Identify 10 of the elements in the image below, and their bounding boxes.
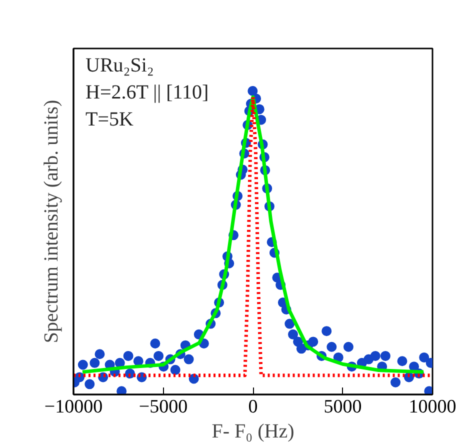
x-tick-label: −5000	[138, 396, 188, 418]
annotation: H=2.6T || [110]	[86, 82, 209, 104]
annotation: T=5K	[86, 108, 134, 130]
x-axis-title: F- F₀ (Hz)	[212, 420, 294, 442]
x-tick-label: −10000	[44, 396, 103, 418]
text: URu₂Si₂	[86, 54, 154, 76]
x-tick-label: 5000	[324, 396, 362, 418]
x-tick-label: 0	[248, 396, 258, 418]
x-tick-label: 10000	[408, 396, 456, 418]
y-axis-title: Spectrum intensity (arb. units)	[40, 100, 62, 344]
